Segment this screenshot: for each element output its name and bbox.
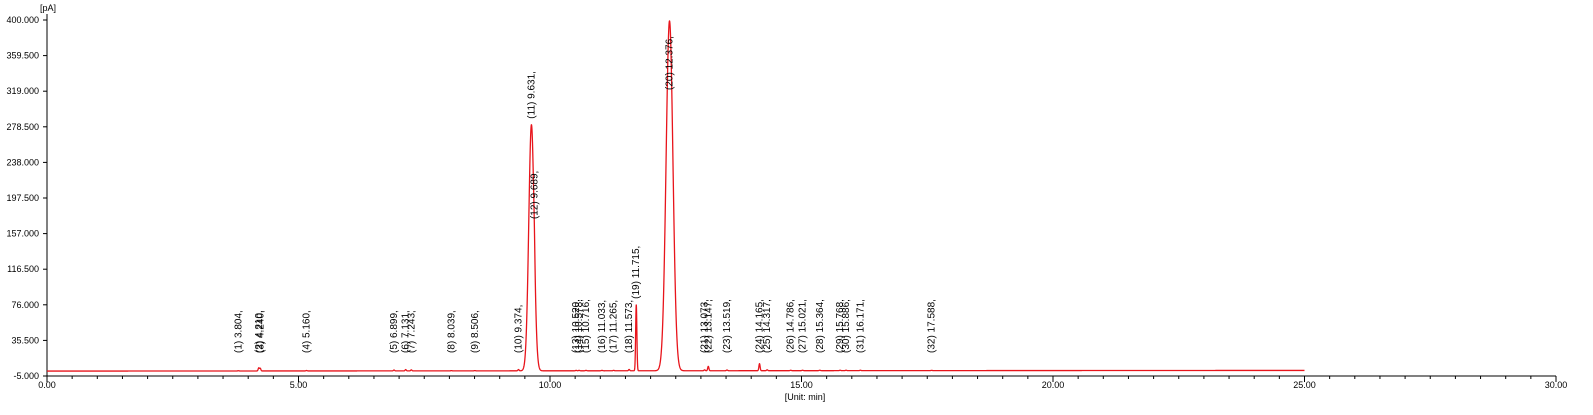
- y-axis-ticks: 400.000 359.500 319.000 278.500 238.000 197.5…: [6, 15, 47, 381]
- peak-label: (2) 4.210,: [254, 310, 265, 353]
- peak-label: (18) 11.573,: [624, 300, 635, 353]
- peak-label: (7) 7.243,: [406, 310, 417, 353]
- x-tick-label: 30.00: [1545, 380, 1568, 390]
- peak-label: (1) 3.804,: [233, 310, 244, 353]
- peak-label: (27) 15.021,: [798, 299, 809, 353]
- x-axis-title: [Unit: min]: [785, 392, 826, 402]
- x-tick-label: 0.00: [38, 380, 56, 390]
- y-tick-label: 157.000: [6, 229, 39, 239]
- x-tick-label: 20.00: [1042, 380, 1065, 390]
- peak-label: (20) 12.376,: [665, 36, 676, 90]
- peak-label: (9) 8.506,: [470, 310, 481, 353]
- x-tick-label: 10.00: [539, 380, 562, 390]
- peak-label: (30) 15.886,: [841, 299, 852, 353]
- y-axis-title: [pA]: [40, 3, 56, 13]
- peak-label: (26) 14.786,: [786, 299, 797, 353]
- y-tick-label: 35.500: [11, 335, 39, 345]
- peak-label: (19) 11.715,: [631, 246, 642, 299]
- y-tick-label: 319.000: [6, 86, 39, 96]
- x-tick-label: 5.00: [290, 380, 308, 390]
- y-tick-label: 400.000: [6, 15, 39, 25]
- y-tick-label: 76.000: [11, 300, 39, 310]
- peak-label: (22) 13.147,: [703, 299, 714, 353]
- y-tick-label: 278.500: [6, 122, 39, 132]
- peak-label: (32) 17.588,: [927, 299, 938, 353]
- y-tick-label: 197.500: [6, 193, 39, 203]
- peak-label: (29) 15.768,: [835, 299, 846, 353]
- peak-label: (17) 11.265,: [609, 300, 620, 353]
- peak-label: (3) 4.240,: [255, 310, 266, 353]
- peak-label: (24) 14.165,: [755, 299, 766, 353]
- peak-label: (25) 14.317,: [762, 299, 773, 353]
- peak-label: (14) 10.578,: [574, 299, 585, 353]
- peak-label: (10) 9.374,: [514, 305, 525, 353]
- x-tick-label: 15.00: [790, 380, 813, 390]
- y-tick-label: 359.500: [6, 51, 39, 61]
- peak-label: (4) 5.160,: [302, 310, 313, 353]
- y-tick-label: 116.500: [7, 264, 39, 274]
- peak-label: (11) 9.631,: [526, 71, 537, 119]
- peak-label: (31) 16.171,: [855, 299, 866, 353]
- peak-label: (12) 9.689,: [529, 171, 540, 219]
- y-tick-label: 238.000: [6, 157, 39, 167]
- peak-label: (8) 8.039,: [446, 310, 457, 353]
- peak-labels: (1) 3.804, (2) 4.210,(3) 4.240, (4) 5.160,…: [233, 36, 937, 353]
- peak-label: (5) 6.899,: [389, 310, 400, 353]
- peak-label: (21) 13.073,: [700, 299, 711, 353]
- chromatogram-trace: [46, 20, 1306, 372]
- peak-label: (6) 7.131,: [401, 310, 412, 353]
- x-axis-ticks: 0.00 5.00 10.00 15.00 20.00 25.00 30.00: [38, 376, 1567, 390]
- y-tick-label: -5.000: [13, 371, 39, 381]
- peak-label: (16) 11.033,: [597, 300, 608, 353]
- peak-label: (15) 10.716,: [581, 299, 592, 353]
- peak-label: (23) 13.519,: [722, 299, 733, 353]
- x-tick-label: 25.00: [1293, 380, 1316, 390]
- peak-label: (28) 15.364,: [815, 299, 826, 353]
- peak-label: (13) 10.520,: [571, 299, 582, 353]
